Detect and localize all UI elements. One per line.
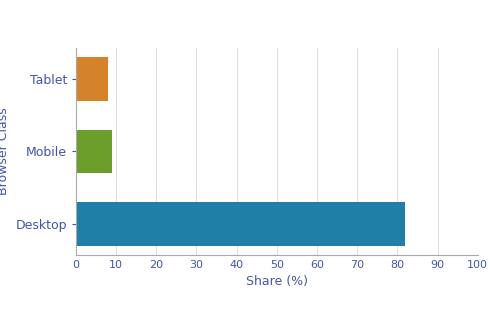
X-axis label: Share (%): Share (%) (246, 275, 308, 288)
Bar (76, 57, 108, 101)
Bar (76, 130, 112, 173)
Bar (76, 202, 405, 246)
Y-axis label: Browser Class: Browser Class (0, 108, 10, 195)
Text: Browser class, May '13: Browser class, May '13 (7, 14, 238, 32)
